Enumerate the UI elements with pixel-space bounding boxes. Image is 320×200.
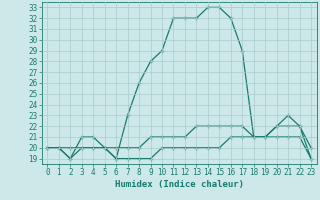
X-axis label: Humidex (Indice chaleur): Humidex (Indice chaleur): [115, 180, 244, 189]
